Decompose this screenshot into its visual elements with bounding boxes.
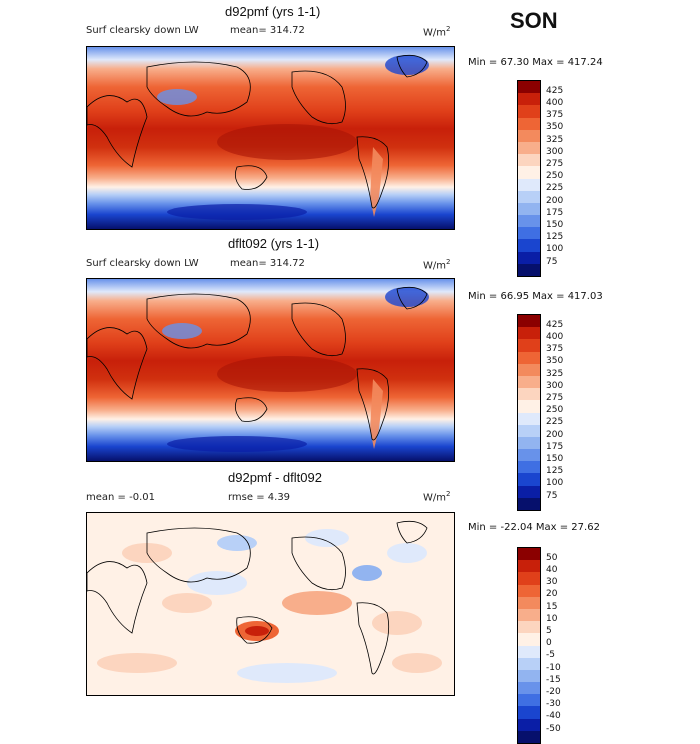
panel-3-rmse: rmse = 4.39 (228, 492, 291, 503)
colorbar-tick: -5 (546, 650, 555, 660)
colorbar-tick: -20 (546, 687, 561, 697)
panel-3-colorbar (517, 547, 541, 744)
panel-2-colorbar (517, 314, 541, 511)
colorbar-tick: 75 (546, 257, 558, 267)
colorbar-tick: 275 (546, 393, 564, 403)
colorbar-tick: 150 (546, 220, 564, 230)
colorbar-tick: -40 (546, 711, 561, 721)
colorbar-tick: 50 (546, 553, 558, 563)
panel-2-map (86, 278, 455, 462)
colorbar-tick: -50 (546, 724, 561, 734)
colorbar-tick: 250 (546, 405, 564, 415)
panel-1-title: d92pmf (yrs 1-1) (225, 4, 321, 19)
colorbar-tick: 275 (546, 159, 564, 169)
colorbar-tick: 15 (546, 602, 558, 612)
season-label: SON (510, 8, 558, 33)
colorbar-tick: 400 (546, 98, 564, 108)
colorbar-tick: 175 (546, 208, 564, 218)
panel-3-mean: mean = -0.01 (86, 492, 155, 503)
panel-3-title: d92pmf - dflt092 (228, 470, 322, 485)
panel-2-units: W/m2 (423, 258, 451, 272)
colorbar-tick: 100 (546, 244, 564, 254)
panel-1-colorbar (517, 80, 541, 277)
colorbar-tick: 200 (546, 430, 564, 440)
panel-3-min-max: Min = -22.04 Max = 27.62 (468, 522, 600, 533)
colorbar-tick: 30 (546, 577, 558, 587)
colorbar-tick: 400 (546, 332, 564, 342)
colorbar-tick: 375 (546, 344, 564, 354)
colorbar-tick: 425 (546, 86, 564, 96)
panel-1-min-max: Min = 67.30 Max = 417.24 (468, 57, 603, 68)
colorbar-tick: 325 (546, 369, 564, 379)
colorbar-tick: 300 (546, 147, 564, 157)
panel-1-units: W/m2 (423, 25, 451, 39)
colorbar-tick: 5 (546, 626, 552, 636)
panel-3-units: W/m2 (423, 490, 451, 504)
panel-3-map (86, 512, 455, 696)
panel-1-map (86, 46, 455, 230)
colorbar-tick: 225 (546, 183, 564, 193)
colorbar-tick: 10 (546, 614, 558, 624)
colorbar-tick: 225 (546, 417, 564, 427)
colorbar-tick: 125 (546, 232, 564, 242)
colorbar-tick: 175 (546, 442, 564, 452)
panel-2-min-max: Min = 66.95 Max = 417.03 (468, 291, 603, 302)
colorbar-tick: 300 (546, 381, 564, 391)
colorbar-tick: 425 (546, 320, 564, 330)
colorbar-tick: 75 (546, 491, 558, 501)
colorbar-tick: 150 (546, 454, 564, 464)
colorbar-tick: 0 (546, 638, 552, 648)
colorbar-tick: 350 (546, 122, 564, 132)
colorbar-tick: 325 (546, 135, 564, 145)
colorbar-tick: 125 (546, 466, 564, 476)
colorbar-tick: 250 (546, 171, 564, 181)
panel-2-title: dflt092 (yrs 1-1) (228, 236, 320, 251)
colorbar-tick: -10 (546, 663, 561, 673)
panel-1-field-label: Surf clearsky down LW (86, 25, 199, 36)
colorbar-tick: -15 (546, 675, 561, 685)
colorbar-tick: 350 (546, 356, 564, 366)
panel-2-mean: mean= 314.72 (230, 258, 305, 269)
colorbar-tick: -30 (546, 699, 561, 709)
panel-1-mean: mean= 314.72 (230, 25, 305, 36)
panel-2-field-label: Surf clearsky down LW (86, 258, 199, 269)
colorbar-tick: 375 (546, 110, 564, 120)
colorbar-tick: 40 (546, 565, 558, 575)
colorbar-tick: 20 (546, 589, 558, 599)
colorbar-tick: 100 (546, 478, 564, 488)
colorbar-tick: 200 (546, 196, 564, 206)
